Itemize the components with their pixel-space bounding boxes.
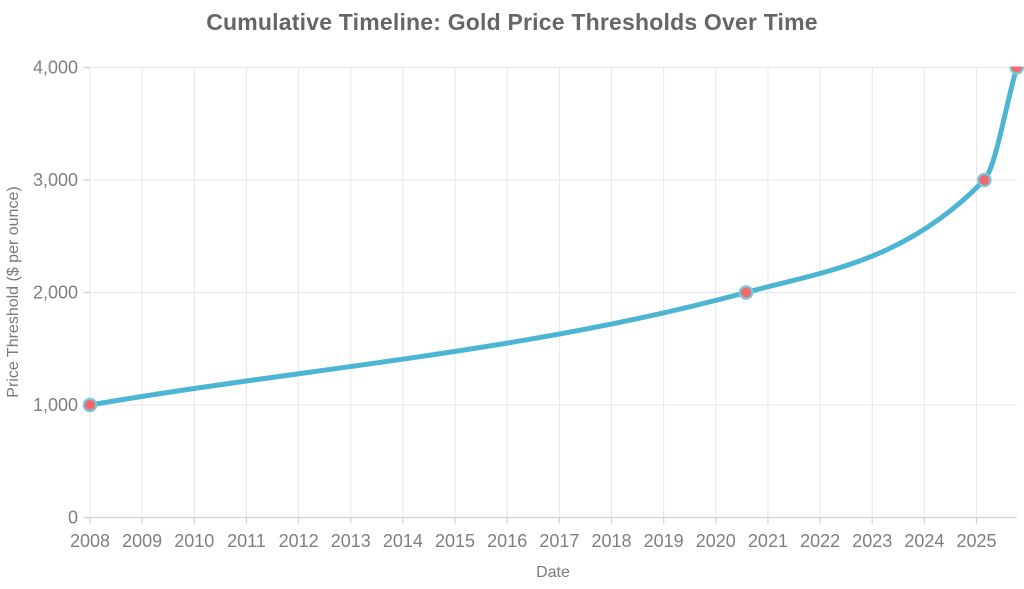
x-tick-label: 2011	[227, 531, 266, 551]
y-tick-label: 2,000	[33, 283, 78, 303]
x-tick-label: 2015	[435, 531, 475, 551]
x-tick-label: 2018	[591, 531, 631, 551]
x-tick-label: 2014	[383, 531, 423, 551]
data-point-marker[interactable]	[977, 172, 992, 188]
y-tick-label: 0	[68, 508, 78, 528]
y-gridlines	[90, 67, 1017, 518]
data-point-marker[interactable]	[738, 285, 754, 300]
series-line	[87, 66, 1020, 408]
x-tick-label: 2009	[122, 531, 162, 551]
x-tick-labels: 2008 2009 2010 2011 2012 2013 2014 2015 2016 2017…	[70, 531, 997, 551]
y-tick-label: 1,000	[33, 395, 78, 415]
x-tick-label: 2010	[174, 531, 214, 551]
x-tick-label: 2012	[279, 531, 319, 551]
x-tick-label: 2025	[957, 531, 997, 551]
x-tick-label: 2024	[904, 531, 944, 551]
chart-title: Cumulative Timeline: Gold Price Threshol…	[206, 9, 818, 35]
y-tick-labels: 0 1,000 2,000 3,000 4,000	[33, 58, 78, 528]
x-tick-label: 2019	[644, 531, 684, 551]
x-tick-label: 2022	[800, 531, 840, 551]
x-tick-label: 2017	[539, 531, 579, 551]
data-point-marker[interactable]	[82, 397, 98, 413]
x-tick-label: 2020	[696, 531, 736, 551]
x-tick-label: 2013	[331, 531, 371, 551]
x-tick-label: 2008	[70, 531, 110, 551]
x-tick-label: 2023	[852, 531, 892, 551]
series-gold-thresholds	[82, 61, 1024, 413]
x-axis-title: Date	[536, 564, 570, 581]
y-tick-label: 4,000	[33, 58, 78, 78]
y-tick-label: 3,000	[33, 170, 78, 190]
x-tick-label: 2021	[748, 531, 788, 551]
tick-marks	[83, 66, 978, 524]
x-tick-label: 2016	[487, 531, 527, 551]
data-point-marker[interactable]	[1009, 61, 1024, 75]
